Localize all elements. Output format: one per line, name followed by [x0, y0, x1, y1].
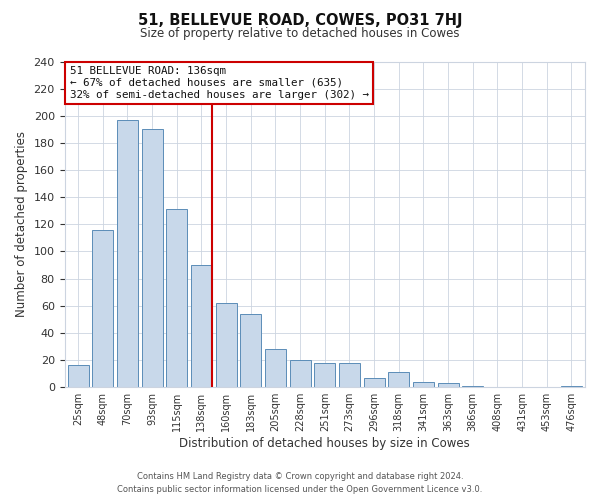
Bar: [314, 363, 335, 387]
Text: 51 BELLEVUE ROAD: 136sqm
← 67% of detached houses are smaller (635)
32% of semi-: 51 BELLEVUE ROAD: 136sqm ← 67% of detach…: [70, 66, 369, 100]
Bar: [92, 230, 113, 387]
Y-axis label: Number of detached properties: Number of detached properties: [15, 132, 28, 318]
Bar: [437, 383, 458, 387]
Bar: [265, 349, 286, 387]
Bar: [290, 360, 311, 387]
Text: 51, BELLEVUE ROAD, COWES, PO31 7HJ: 51, BELLEVUE ROAD, COWES, PO31 7HJ: [138, 12, 462, 28]
Bar: [561, 386, 582, 387]
Bar: [215, 303, 236, 387]
Bar: [413, 382, 434, 387]
Bar: [364, 378, 385, 387]
Bar: [388, 372, 409, 387]
Text: Size of property relative to detached houses in Cowes: Size of property relative to detached ho…: [140, 28, 460, 40]
Text: Contains HM Land Registry data © Crown copyright and database right 2024.
Contai: Contains HM Land Registry data © Crown c…: [118, 472, 482, 494]
Bar: [142, 130, 163, 387]
X-axis label: Distribution of detached houses by size in Cowes: Distribution of detached houses by size …: [179, 437, 470, 450]
Bar: [339, 363, 360, 387]
Bar: [191, 265, 212, 387]
Bar: [166, 210, 187, 387]
Bar: [68, 366, 89, 387]
Bar: [462, 386, 483, 387]
Bar: [117, 120, 138, 387]
Bar: [240, 314, 261, 387]
